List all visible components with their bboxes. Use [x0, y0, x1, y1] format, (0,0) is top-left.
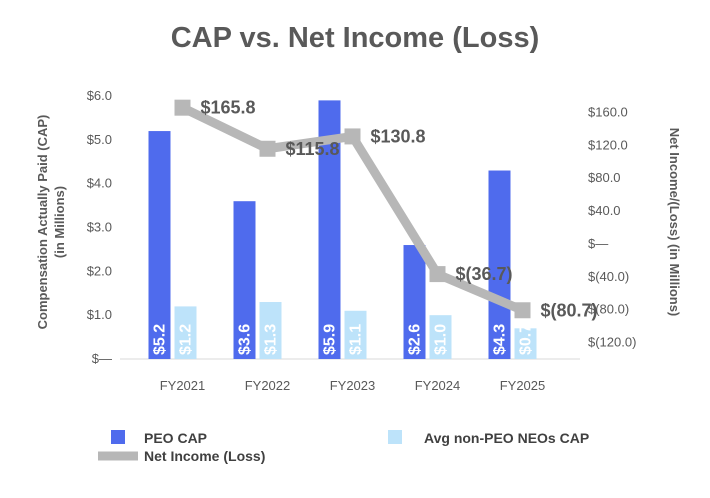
right-tick-label: $—	[588, 236, 608, 251]
x-tick-label: FY2024	[415, 378, 461, 393]
bar-peo-cap	[403, 245, 426, 359]
left-tick-label: $1.0	[87, 307, 112, 322]
bar-label-avg-neo-cap: $1.1	[348, 324, 365, 355]
bar-series: $5.2 $3.6 $5.9 $2.6 $4.3 $1.2 $1.3 $1.1 $1.0 $0.7	[148, 100, 537, 359]
line-series: $165.8 $115.8 $130.8 $(36.7) $(80.7)	[174, 98, 598, 320]
bar-label-peo-cap: $3.6	[237, 324, 254, 355]
x-tick-label: FY2021	[160, 378, 206, 393]
right-tick-label: $80.0	[588, 170, 621, 185]
line-label-net-income: $115.8	[286, 139, 340, 159]
left-tick-label: $6.0	[87, 88, 112, 103]
left-tick-label: $4.0	[87, 176, 112, 191]
bar-avg-neo-cap	[174, 306, 197, 359]
line-marker-net-income	[429, 266, 446, 283]
legend-label-net-income: Net Income (Loss)	[144, 448, 265, 464]
legend-label-avg-neo-cap: Avg non-PEO NEOs CAP	[424, 430, 589, 446]
bar-label-peo-cap: $5.9	[322, 324, 339, 355]
left-tick-label: $5.0	[87, 132, 112, 147]
line-marker-net-income	[174, 99, 191, 116]
bar-peo-cap	[233, 201, 256, 359]
right-axis: $160.0 $120.0 $80.0 $40.0 $— $(40.0) $(80.0) $(…	[588, 104, 636, 349]
left-tick-label: $3.0	[87, 220, 112, 235]
right-axis-title: Net Income/(Loss) (in Millions)	[667, 128, 682, 317]
bar-label-avg-neo-cap: $0.7	[518, 324, 535, 355]
bar-peo-cap	[148, 131, 171, 359]
bar-avg-neo-cap	[259, 302, 282, 359]
bar-peo-cap	[488, 170, 511, 359]
left-tick-label: $2.0	[87, 263, 112, 278]
bar-label-avg-neo-cap: $1.2	[178, 324, 195, 355]
left-axis-subtitle: (in Millions)	[52, 186, 67, 258]
right-tick-label: $40.0	[588, 203, 621, 218]
line-label-net-income: $165.8	[201, 98, 256, 118]
x-axis: FY2021 FY2022 FY2023 FY2024 FY2025	[120, 358, 580, 393]
legend: PEO CAP Avg non-PEO NEOs CAP Net Income …	[98, 430, 589, 464]
chart-title: CAP vs. Net Income (Loss)	[171, 22, 540, 54]
bar-avg-neo-cap	[514, 328, 537, 359]
bar-label-avg-neo-cap: $1.3	[263, 324, 280, 355]
bar-label-peo-cap: $5.2	[152, 324, 169, 355]
line-label-net-income: $(36.7)	[456, 264, 513, 284]
right-tick-label: $(40.0)	[588, 269, 629, 284]
right-tick-label: $120.0	[588, 137, 628, 152]
line-marker-net-income	[344, 128, 361, 145]
line-label-net-income: $130.8	[371, 126, 426, 146]
legend-label-peo-cap: PEO CAP	[144, 430, 207, 446]
bar-label-peo-cap: $4.3	[492, 324, 509, 355]
legend-swatch-peo-cap	[111, 430, 125, 444]
left-tick-label: $—	[92, 351, 112, 366]
left-axis: $— $1.0 $2.0 $3.0 $4.0 $5.0 $6.0	[87, 88, 112, 366]
bar-avg-neo-cap	[344, 310, 367, 359]
line-label-net-income: $(80.7)	[541, 300, 598, 320]
right-tick-label: $(120.0)	[588, 335, 636, 350]
bar-label-avg-neo-cap: $1.0	[433, 324, 450, 355]
line-marker-net-income	[259, 140, 276, 157]
x-tick-label: FY2025	[500, 378, 546, 393]
x-tick-label: FY2023	[330, 378, 376, 393]
bar-avg-neo-cap	[429, 315, 452, 359]
bar-label-peo-cap: $2.6	[407, 324, 424, 355]
left-axis-title: Compensation Actually Paid (CAP)	[35, 115, 50, 330]
right-tick-label: $160.0	[588, 104, 628, 119]
line-marker-net-income	[514, 302, 531, 319]
legend-swatch-avg-neo-cap	[388, 430, 402, 444]
x-tick-label: FY2022	[245, 378, 291, 393]
bar-peo-cap	[318, 100, 341, 359]
right-tick-label: $(80.0)	[588, 302, 629, 317]
